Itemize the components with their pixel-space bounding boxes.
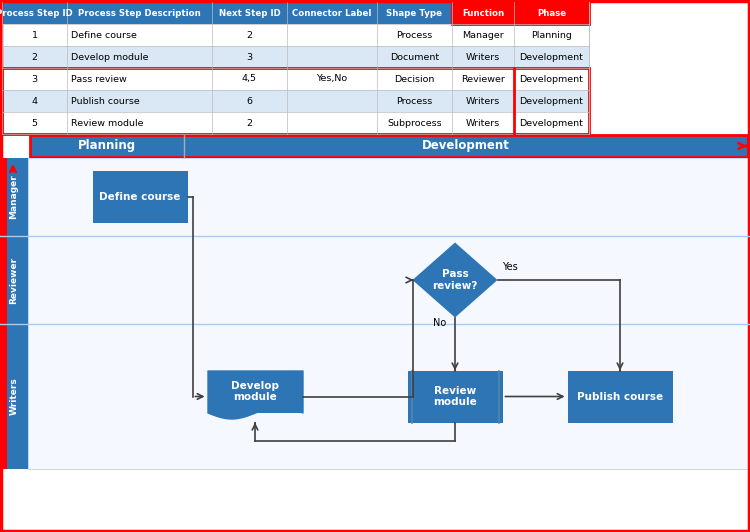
Text: 5: 5 (32, 119, 38, 128)
Text: Pass
review?: Pass review? (432, 269, 478, 291)
Text: Process: Process (396, 30, 433, 39)
Bar (287, 2, 377, 24)
Text: Writers: Writers (466, 96, 500, 105)
Text: Connector Label: Connector Label (292, 9, 372, 18)
Bar (208, 370, 302, 412)
Text: Define course: Define course (99, 192, 181, 202)
Text: 3: 3 (32, 74, 38, 84)
Polygon shape (413, 243, 497, 318)
Bar (2, 24, 589, 46)
Text: 3: 3 (247, 53, 253, 62)
Bar (2, 112, 589, 134)
Bar (30, 135, 748, 157)
Bar (2, 2, 67, 24)
Text: Shape Type: Shape Type (386, 9, 442, 18)
Text: Writers: Writers (466, 119, 500, 128)
Bar (2, 68, 589, 90)
Text: Writers: Writers (466, 53, 500, 62)
Text: Development: Development (422, 139, 510, 153)
Text: 4: 4 (32, 96, 38, 105)
Bar (0, 324, 28, 469)
Text: 2: 2 (32, 53, 38, 62)
Text: Publish course: Publish course (71, 96, 140, 105)
Text: Subprocess: Subprocess (387, 119, 442, 128)
Text: Document: Document (390, 53, 439, 62)
Bar (28, 324, 750, 469)
Bar (67, 2, 212, 24)
Text: Reviewer: Reviewer (10, 256, 19, 304)
Text: 1: 1 (32, 30, 38, 39)
Bar (0, 158, 7, 469)
Text: Manager: Manager (10, 174, 19, 219)
Text: Pass review: Pass review (71, 74, 127, 84)
Bar (377, 2, 452, 24)
Text: Define course: Define course (71, 30, 136, 39)
Text: Reviewer: Reviewer (461, 74, 505, 84)
Text: Develop
module: Develop module (231, 381, 279, 402)
Text: Next Step ID: Next Step ID (219, 9, 280, 18)
Text: No: No (433, 318, 446, 328)
Text: Develop module: Develop module (71, 53, 148, 62)
Bar (30, 135, 748, 157)
Text: Phase: Phase (537, 9, 566, 18)
Bar (2, 46, 589, 68)
Text: Function: Function (462, 9, 504, 18)
Text: Process: Process (396, 96, 433, 105)
Text: Planning: Planning (78, 139, 136, 153)
Text: Publish course: Publish course (577, 392, 663, 402)
Text: Development: Development (520, 96, 584, 105)
Bar (28, 236, 750, 324)
Bar (514, 2, 589, 24)
Text: 2: 2 (247, 119, 253, 128)
Bar (28, 158, 750, 236)
Text: Process Step Description: Process Step Description (78, 9, 201, 18)
Bar (2, 68, 589, 134)
Text: Manager: Manager (462, 30, 504, 39)
Bar (452, 2, 589, 24)
Text: Review module: Review module (71, 119, 143, 128)
Bar (212, 2, 287, 24)
Text: Yes: Yes (503, 262, 518, 272)
Bar (0, 236, 28, 324)
Bar (0, 158, 750, 469)
Text: 4,5: 4,5 (242, 74, 257, 84)
Text: Decision: Decision (394, 74, 435, 84)
Text: Writers: Writers (10, 378, 19, 415)
Text: 2: 2 (247, 30, 253, 39)
Text: Yes,No: Yes,No (316, 74, 347, 84)
Text: Review
module: Review module (433, 386, 477, 408)
Text: Development: Development (520, 119, 584, 128)
Bar (568, 370, 673, 422)
Bar (92, 171, 188, 223)
Bar (2, 90, 589, 112)
Bar (452, 2, 514, 24)
Text: Development: Development (520, 53, 584, 62)
Text: 6: 6 (247, 96, 253, 105)
Bar (407, 370, 503, 422)
Text: Planning: Planning (531, 30, 572, 39)
Bar (0, 158, 28, 236)
Text: Development: Development (520, 74, 584, 84)
Text: Process Step ID: Process Step ID (0, 9, 73, 18)
